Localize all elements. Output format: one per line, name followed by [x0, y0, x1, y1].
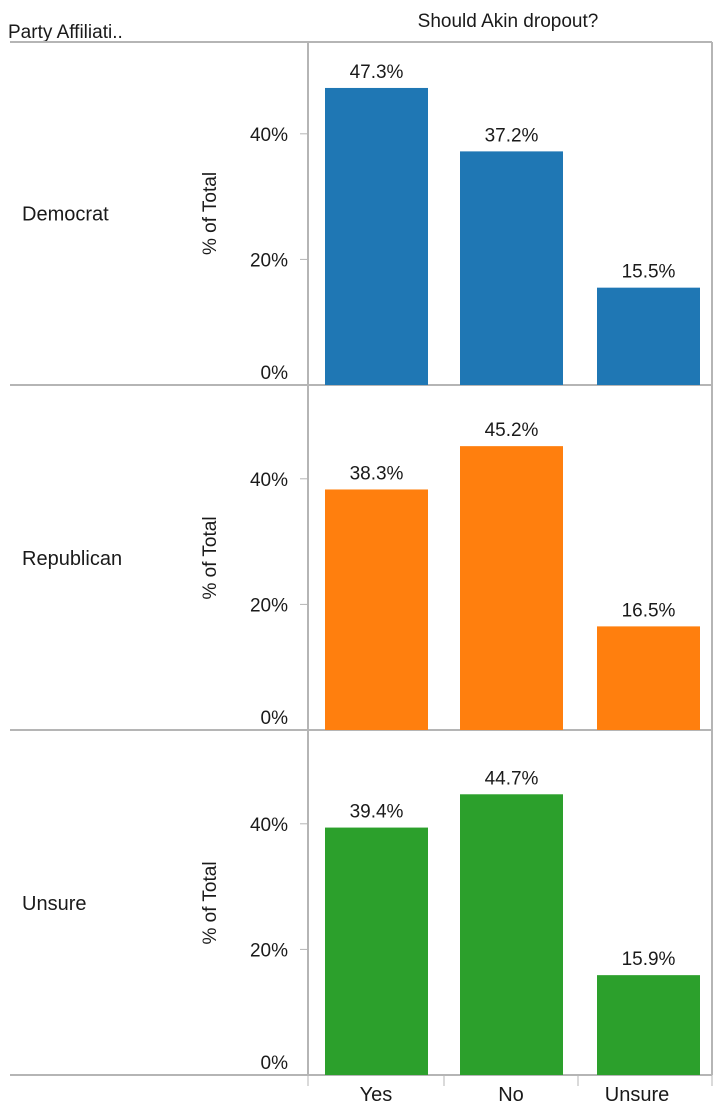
bar: [597, 626, 700, 730]
row-label: Unsure: [22, 893, 86, 915]
bar: [460, 151, 563, 385]
bar: [325, 827, 428, 1075]
bar: [597, 287, 700, 385]
y-tick-label: 40%: [250, 470, 288, 491]
y-tick-label: 0%: [261, 1053, 289, 1074]
x-tick-label: No: [498, 1084, 524, 1106]
data-label: 47.3%: [350, 62, 404, 83]
x-tick-label: Unsure: [605, 1084, 669, 1106]
y-tick-label: 20%: [250, 940, 288, 961]
bar: [460, 794, 563, 1075]
row-label: Republican: [22, 548, 122, 570]
row-header: Party Affiliati..: [8, 22, 123, 43]
y-tick-label: 0%: [261, 363, 289, 384]
data-label: 15.5%: [622, 262, 676, 283]
y-axis-title: % of Total: [200, 172, 221, 255]
bar: [597, 975, 700, 1075]
y-axis-title: % of Total: [200, 861, 221, 944]
data-label: 39.4%: [350, 802, 404, 823]
data-label: 37.2%: [485, 125, 539, 146]
bar: [325, 489, 428, 730]
y-tick-label: 20%: [250, 595, 288, 616]
x-tick-label: Yes: [360, 1084, 393, 1106]
y-tick-label: 0%: [261, 708, 289, 729]
y-tick-label: 40%: [250, 815, 288, 836]
data-label: 38.3%: [350, 463, 404, 484]
y-axis-title: % of Total: [200, 516, 221, 599]
row-label: Democrat: [22, 204, 109, 226]
bar: [325, 87, 428, 386]
data-label: 15.9%: [622, 949, 676, 970]
data-label: 44.7%: [485, 768, 539, 789]
data-label: 45.2%: [485, 420, 539, 441]
data-label: 16.5%: [622, 600, 676, 621]
y-tick-label: 40%: [250, 125, 288, 146]
bar: [460, 446, 563, 730]
chart-title: Should Akin dropout?: [418, 11, 599, 32]
y-tick-label: 20%: [250, 250, 288, 271]
